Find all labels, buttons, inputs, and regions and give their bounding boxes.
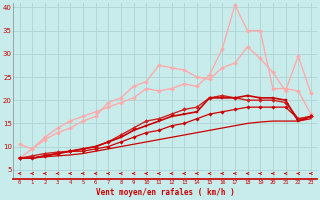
X-axis label: Vent moyen/en rafales ( km/h ): Vent moyen/en rafales ( km/h ) — [96, 188, 235, 197]
